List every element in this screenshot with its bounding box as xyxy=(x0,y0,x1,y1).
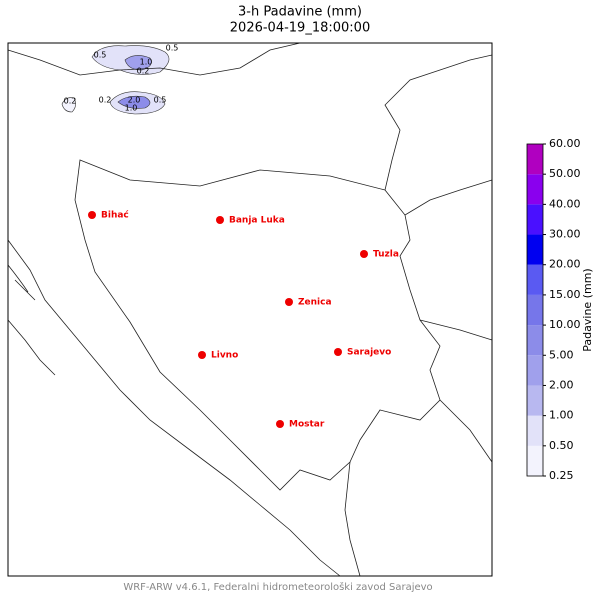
city-marker xyxy=(216,216,224,224)
subtitle: 2026-04-19_18:00:00 xyxy=(230,21,370,36)
city-label: Zenica xyxy=(298,298,332,308)
colorbar-segment xyxy=(527,264,543,295)
colorbar-segment xyxy=(527,325,543,356)
colorbar-tick-label: 5.00 xyxy=(549,348,574,361)
title: 3-h Padavine (mm) xyxy=(238,5,362,20)
colorbar-tick-label: 0.25 xyxy=(549,469,574,482)
colorbar-label: Padavine (mm) xyxy=(581,268,594,351)
colorbar-tick-label: 2.00 xyxy=(549,378,574,391)
city-marker xyxy=(334,348,342,356)
city-label: Tuzla xyxy=(373,250,399,260)
colorbar-segment xyxy=(527,204,543,235)
map-frame xyxy=(7,42,493,577)
contour-label: 0.5 xyxy=(94,51,107,60)
colorbar-tick-label: 15.00 xyxy=(549,288,581,301)
contour-label: 0.2 xyxy=(99,96,112,105)
colorbar: 0.25 0.50 1.00 2.00 5.00 10.00 15.00 20.00 30.00… xyxy=(526,137,581,482)
city-label: Mostar xyxy=(289,420,325,430)
colorbar-segment xyxy=(527,144,543,175)
city-label: Sarajevo xyxy=(347,348,391,358)
colorbar-tick-label: 40.00 xyxy=(549,197,581,210)
colorbar-frame xyxy=(526,143,544,477)
contour-label: 1.0 xyxy=(140,58,153,67)
contour-label: 1.0 xyxy=(125,104,138,113)
contour-label: 0.2 xyxy=(137,67,150,76)
colorbar-segment xyxy=(527,294,543,326)
borders xyxy=(7,42,493,577)
colorbar-tick-label: 60.00 xyxy=(549,137,581,150)
colorbar-segment xyxy=(527,355,543,386)
colorbar-segment xyxy=(527,385,543,416)
footer: WRF-ARW v4.6.1, Federalni hidrometeorolo… xyxy=(123,581,432,593)
colorbar-tick-label: 20.00 xyxy=(549,258,581,271)
city-marker xyxy=(360,250,368,258)
city-marker xyxy=(285,298,293,306)
colorbar-segment xyxy=(527,445,543,476)
colorbar-tick-label: 10.00 xyxy=(549,318,581,331)
contour-label: 0.5 xyxy=(166,44,179,53)
colorbar-segment xyxy=(527,174,543,205)
contour-label: 2.0 xyxy=(128,96,141,105)
city-marker xyxy=(88,211,96,219)
city-label: Livno xyxy=(211,351,238,361)
colorbar-tick-label: 30.00 xyxy=(549,228,581,241)
precip-areas xyxy=(61,45,170,115)
colorbar-tick-label: 50.00 xyxy=(549,167,581,180)
colorbar-tick-label: 1.00 xyxy=(549,409,574,422)
contour-label: 0.2 xyxy=(64,97,77,106)
contour-label: 0.5 xyxy=(154,96,167,105)
city-marker xyxy=(276,420,284,428)
city-marker xyxy=(198,351,206,359)
colorbar-tick-label: 0.50 xyxy=(549,439,574,452)
city-label: Bihać xyxy=(101,210,129,221)
city-label: Banja Luka xyxy=(229,216,285,226)
colorbar-segment xyxy=(527,415,543,446)
colorbar-segment xyxy=(527,234,543,265)
